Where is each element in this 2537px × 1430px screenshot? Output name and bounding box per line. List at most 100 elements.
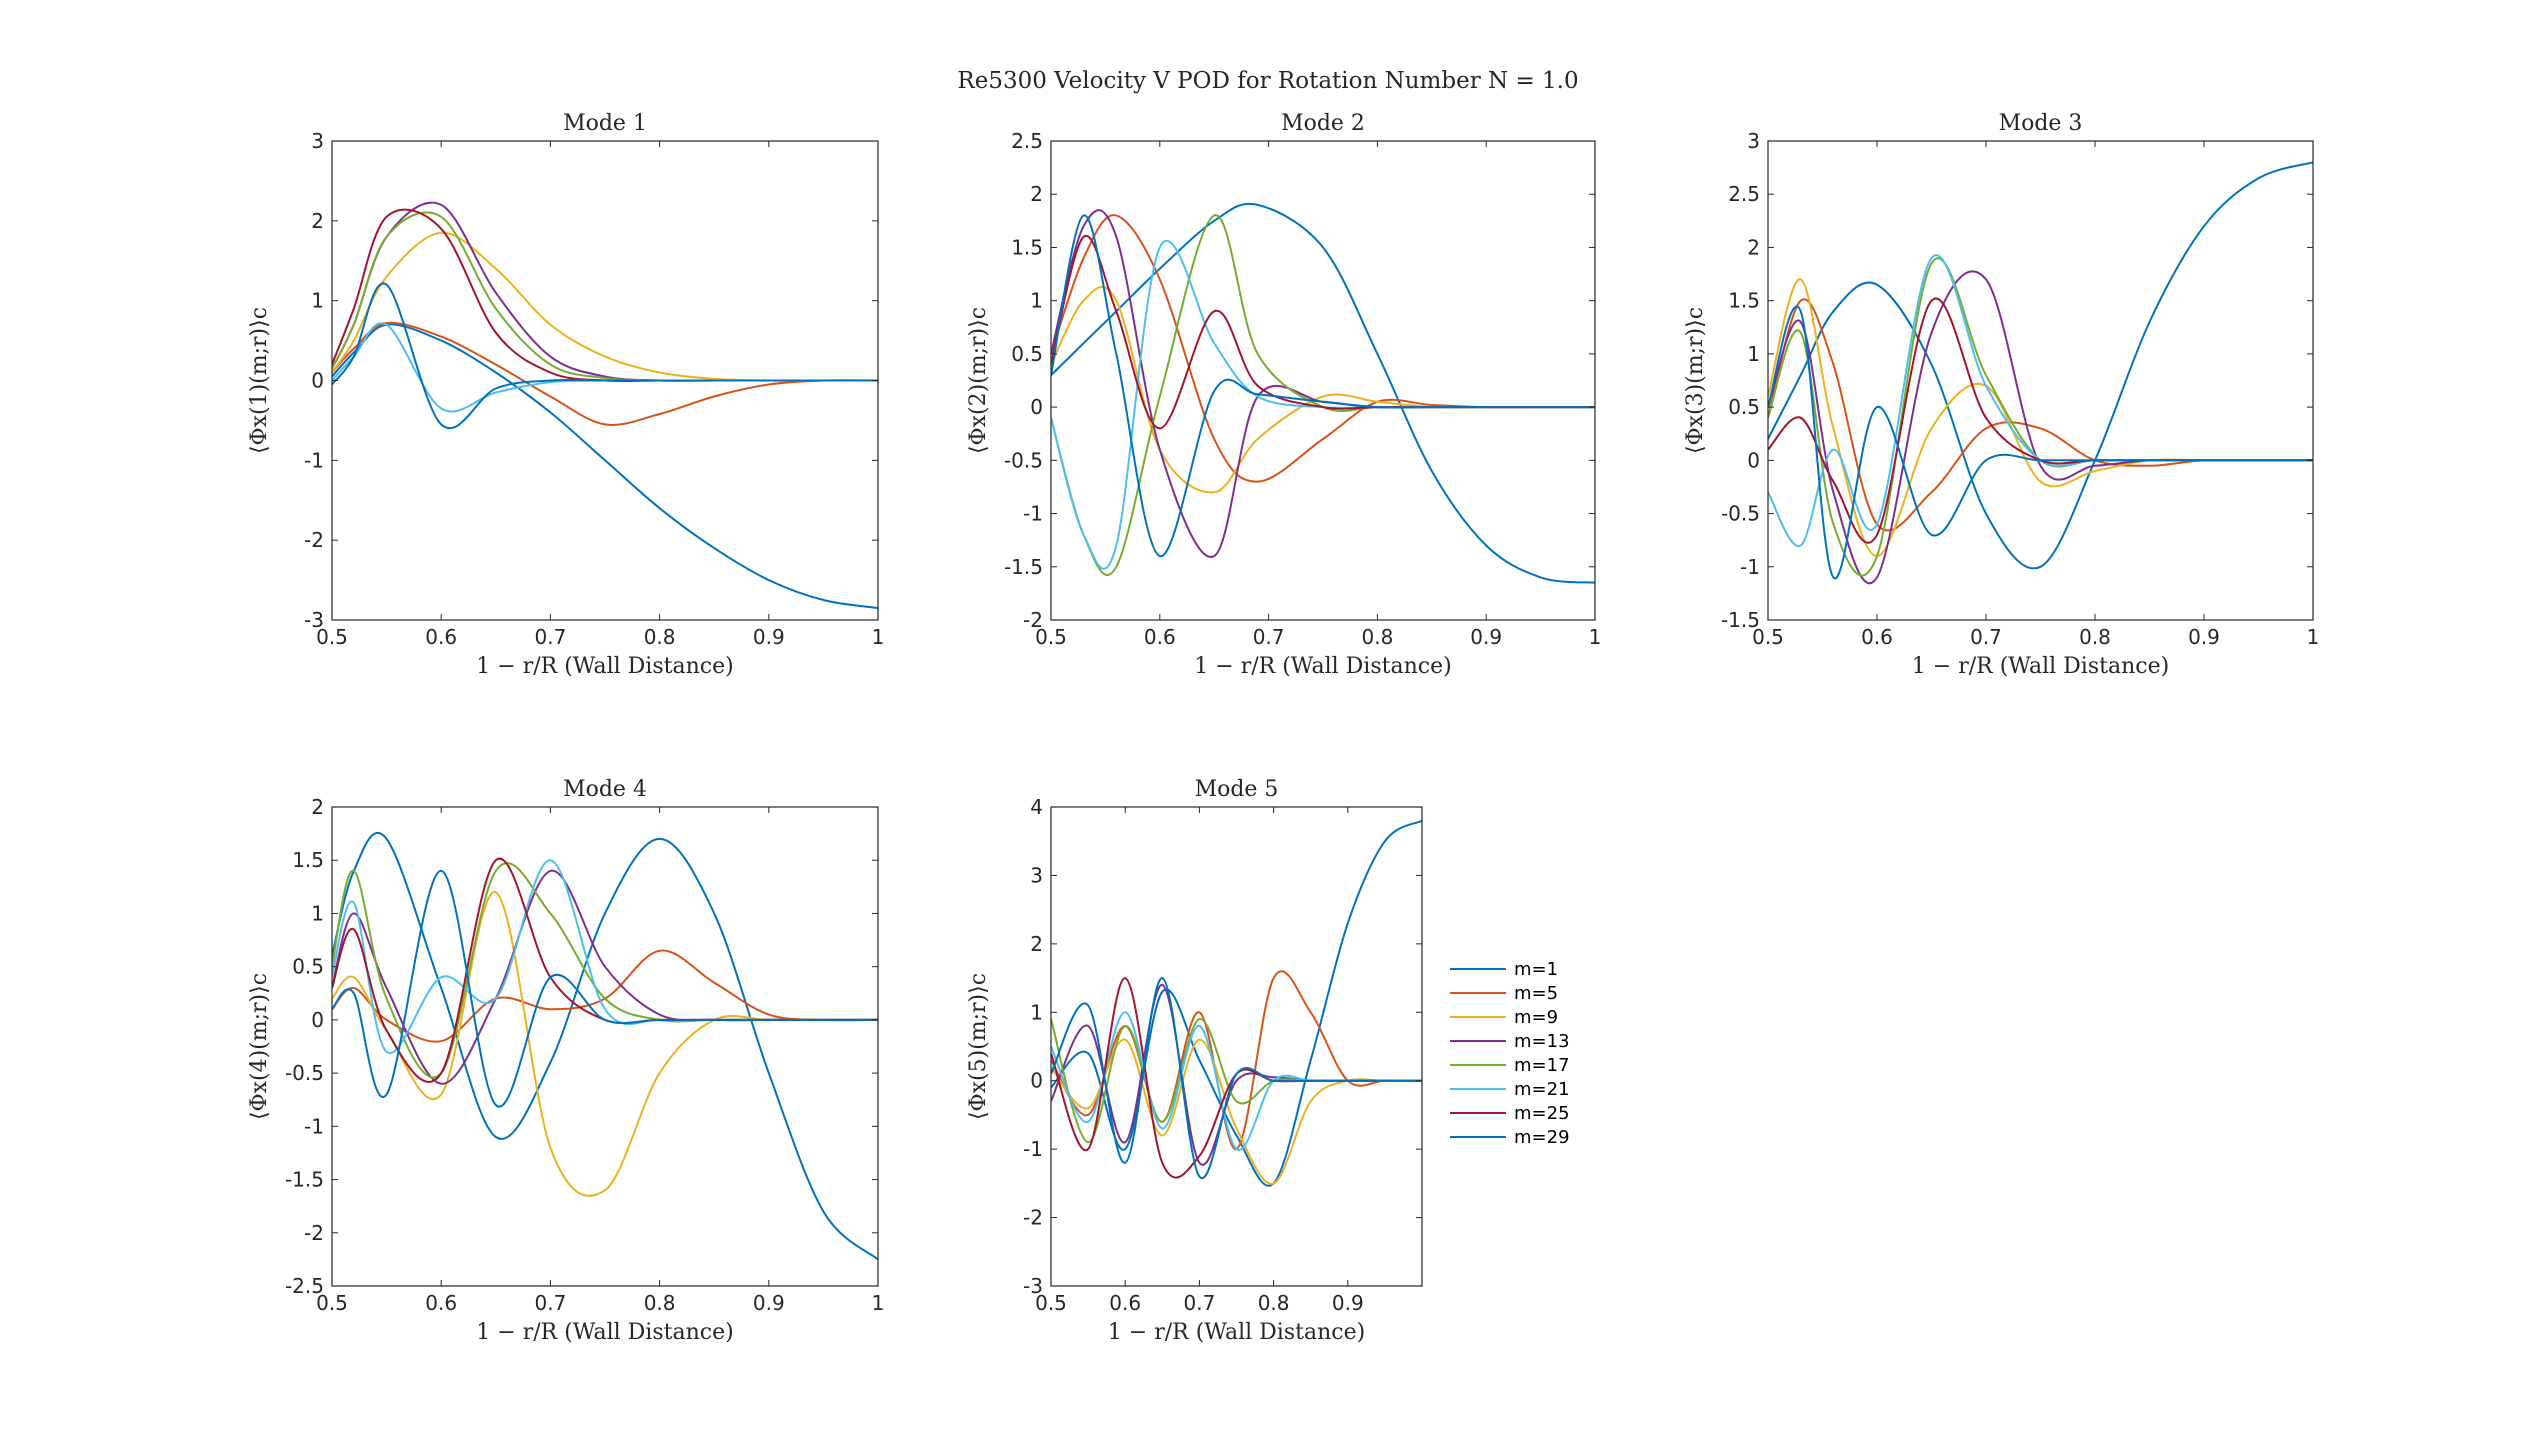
x-tick-label: 0.7 bbox=[534, 625, 566, 649]
y-tick-label: 1.5 bbox=[1011, 235, 1043, 259]
y-tick-label: 1.5 bbox=[292, 848, 324, 872]
y-tick-label: 2.5 bbox=[1011, 129, 1043, 153]
y-tick-label: -1 bbox=[304, 1114, 324, 1138]
series-line-m=5 bbox=[332, 321, 878, 426]
y-tick-label: 3 bbox=[311, 129, 324, 153]
y-tick-label: -2 bbox=[304, 528, 324, 552]
x-tick-label: 0.8 bbox=[2079, 625, 2111, 649]
x-tick-label: 0.9 bbox=[753, 1291, 785, 1315]
axes-box bbox=[1050, 806, 1423, 1287]
y-tick-label: 0 bbox=[1747, 448, 1760, 472]
x-tick-label: 0.5 bbox=[1752, 625, 1784, 649]
y-tick-label: -0.5 bbox=[285, 1061, 324, 1085]
series-group bbox=[1768, 161, 2313, 585]
legend: m=1 m=5 m=9 m=13 m=17 m=21 m=25 m=29 bbox=[1442, 952, 1570, 1154]
subplot-mode-2: 0.5 0.6 0.7 0.8 0.9 1 -2 -1.5 -1 -0.5 0 0.5 1 1.5 2 2.5… bbox=[966, 111, 1601, 679]
y-tick-label: 2 bbox=[311, 209, 324, 233]
y-tick-label: -1.5 bbox=[285, 1168, 324, 1192]
y-axis-label: ⟨Φx(4)(m;r)⟩c bbox=[247, 973, 272, 1120]
y-tick-label: 2 bbox=[1030, 182, 1043, 206]
x-axis-label: 1 − r/R (Wall Distance) bbox=[1108, 1320, 1365, 1345]
y-tick-label: 1.5 bbox=[1728, 289, 1760, 313]
y-tick-label: -1 bbox=[1023, 1137, 1043, 1161]
subplot-mode-1: 0.5 0.6 0.7 0.8 0.9 1 -3 -2 -1 0 1 2 3 Mode 1 1 − r/R … bbox=[247, 111, 884, 679]
y-tick-label: 1 bbox=[1030, 1000, 1043, 1024]
series-line-m=5 bbox=[332, 949, 878, 1043]
x-axis-label: 1 − r/R (Wall Distance) bbox=[476, 1320, 733, 1345]
x-tick-label: 0.6 bbox=[1861, 625, 1893, 649]
y-tick-label: -1.5 bbox=[1721, 608, 1760, 632]
subplot-mode-5: 0.5 0.6 0.7 0.8 0.9 -3 -2 -1 0 1 2 3 4 Mode 5 1 − r/R … bbox=[966, 777, 1423, 1345]
series-line-m=29 bbox=[332, 282, 878, 430]
series-group bbox=[332, 201, 878, 609]
series-line-m=1 bbox=[332, 831, 878, 1261]
y-tick-label: 0 bbox=[311, 1008, 324, 1032]
series-line-m=1 bbox=[1768, 161, 2313, 570]
y-tick-label: -2 bbox=[1023, 1206, 1043, 1230]
x-axis-label: 1 − r/R (Wall Distance) bbox=[1912, 654, 2169, 679]
series-line-m=29 bbox=[1768, 306, 2313, 580]
axes-box bbox=[1050, 140, 1596, 621]
y-tick-label: 2 bbox=[1747, 235, 1760, 259]
subplot-mode-4: 0.5 0.6 0.7 0.8 0.9 1 -2.5 -2 -1.5 -1 -0.5 0 0.5 1 1.5… bbox=[247, 777, 884, 1345]
series-group bbox=[332, 831, 878, 1261]
x-tick-label: 0.9 bbox=[2188, 625, 2220, 649]
y-tick-label: -1 bbox=[304, 448, 324, 472]
y-tick-label: 0 bbox=[1030, 395, 1043, 419]
y-tick-label: -3 bbox=[1023, 1274, 1043, 1298]
axes-box bbox=[1767, 140, 2314, 621]
x-tick-label: 0.6 bbox=[1144, 625, 1176, 649]
x-tick-label: 0.8 bbox=[1361, 625, 1393, 649]
y-tick-label: 0.5 bbox=[292, 955, 324, 979]
series-group bbox=[1051, 819, 1422, 1187]
series-line-m=1 bbox=[1051, 819, 1422, 1187]
y-tick-label: 3 bbox=[1030, 863, 1043, 887]
y-tick-label: 0.5 bbox=[1011, 342, 1043, 366]
series-line-m=25 bbox=[1051, 977, 1422, 1179]
y-tick-label: -1 bbox=[1740, 555, 1760, 579]
x-tick-label: 0.7 bbox=[1970, 625, 2002, 649]
x-axis-label: 1 − r/R (Wall Distance) bbox=[1194, 654, 1451, 679]
x-tick-label: 0.9 bbox=[753, 625, 785, 649]
y-tick-label: 1 bbox=[311, 289, 324, 313]
series-line-m=9 bbox=[1768, 278, 2313, 558]
legend-label: m=17 bbox=[1514, 1055, 1570, 1076]
subplot-title: Mode 5 bbox=[1195, 777, 1279, 802]
axes-box bbox=[331, 806, 879, 1287]
y-tick-label: 0.5 bbox=[1728, 395, 1760, 419]
series-line-m=21 bbox=[332, 322, 878, 413]
legend-label: m=29 bbox=[1514, 1127, 1570, 1148]
subplot-mode-3: 0.5 0.6 0.7 0.8 0.9 1 -1.5 -1 -0.5 0 0.5 1 1.5 2 2.5 3 M… bbox=[1683, 111, 2319, 679]
legend-label: m=5 bbox=[1514, 983, 1558, 1004]
y-tick-label: 2.5 bbox=[1728, 182, 1760, 206]
series-line-m=5 bbox=[1051, 214, 1595, 483]
y-tick-label: 0 bbox=[311, 369, 324, 393]
subplot-title: Mode 4 bbox=[563, 777, 647, 802]
y-tick-label: -3 bbox=[304, 608, 324, 632]
x-tick-label: 0.8 bbox=[1258, 1291, 1290, 1315]
series-line-m=29 bbox=[1051, 214, 1595, 558]
legend-label: m=1 bbox=[1514, 959, 1558, 980]
x-tick-label: 0.9 bbox=[1470, 625, 1502, 649]
series-line-m=1 bbox=[1051, 202, 1595, 584]
series-group bbox=[1051, 202, 1595, 584]
series-line-m=21 bbox=[1768, 254, 2313, 547]
legend-label: m=9 bbox=[1514, 1007, 1558, 1028]
x-tick-label: 1 bbox=[872, 625, 885, 649]
subplot-grid: 0.5 0.6 0.7 0.8 0.9 1 -3 -2 -1 0 1 2 3 Mode 1 1 − r/R … bbox=[247, 111, 2319, 1345]
x-tick-label: 0.5 bbox=[316, 1291, 348, 1315]
x-tick-label: 0.7 bbox=[1183, 1291, 1215, 1315]
y-tick-label: -0.5 bbox=[1004, 448, 1043, 472]
legend-label: m=13 bbox=[1514, 1031, 1570, 1052]
subplot-title: Mode 3 bbox=[1999, 111, 2083, 136]
y-tick-label: -2 bbox=[1023, 608, 1043, 632]
x-tick-label: 0.5 bbox=[1035, 1291, 1067, 1315]
y-tick-label: 3 bbox=[1747, 129, 1760, 153]
x-tick-label: 0.5 bbox=[316, 625, 348, 649]
legend-label: m=21 bbox=[1514, 1079, 1570, 1100]
y-tick-label: 2 bbox=[311, 795, 324, 819]
x-tick-label: 0.9 bbox=[1332, 1291, 1364, 1315]
y-axis-label: ⟨Φx(3)(m;r)⟩c bbox=[1683, 307, 1708, 454]
figure-title: Re5300 Velocity V POD for Rotation Numbe… bbox=[957, 68, 1578, 94]
y-tick-label: -1 bbox=[1023, 502, 1043, 526]
